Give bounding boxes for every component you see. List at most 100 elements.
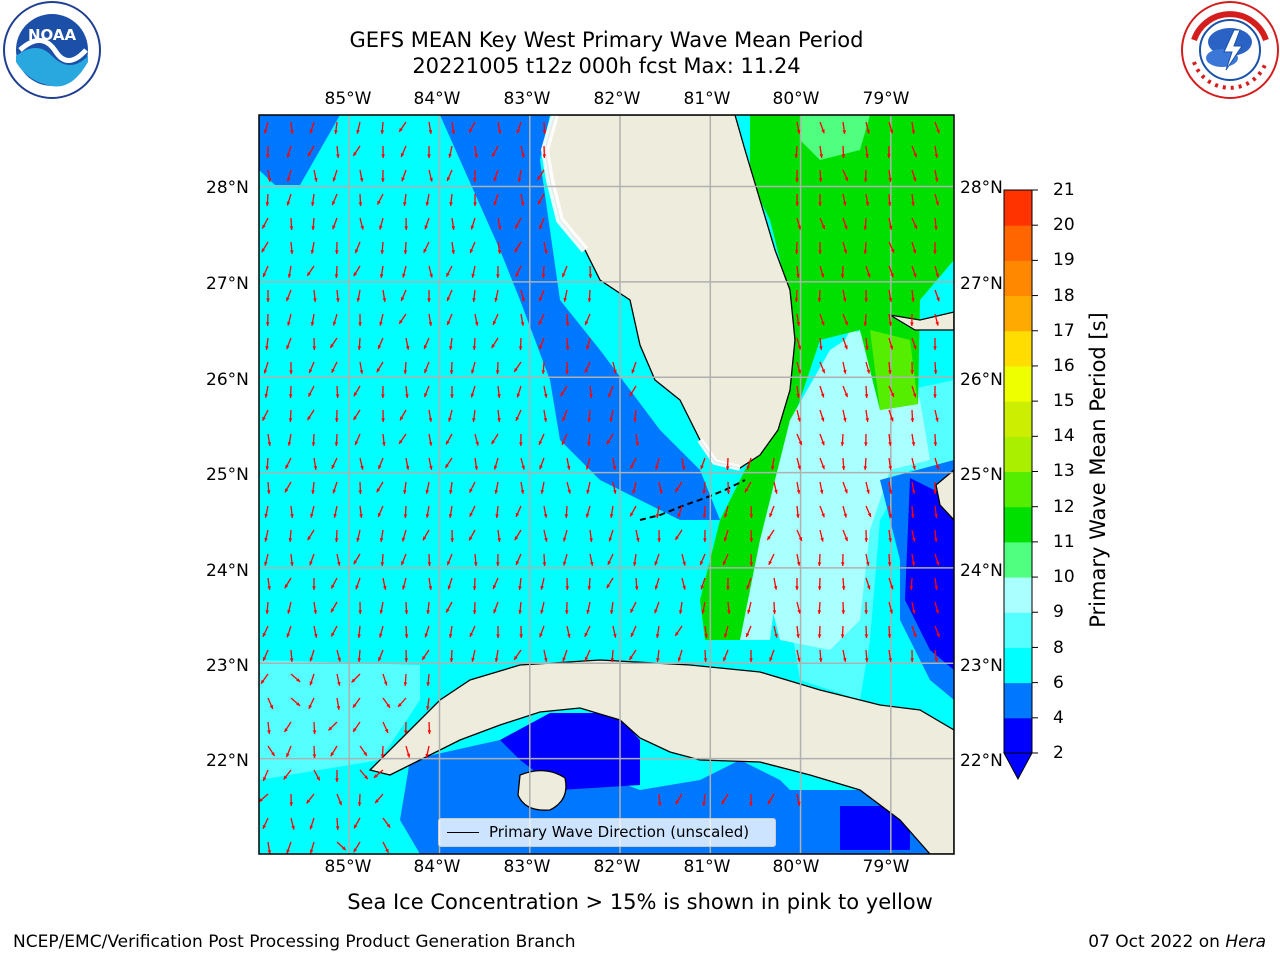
wave-direction-arrowhead [357,346,362,350]
wave-direction-arrowhead [358,202,363,206]
wave-direction-arrowhead [405,465,410,470]
wave-direction-arrowhead [491,440,496,445]
wave-direction-arrowhead [722,561,727,565]
wave-direction-arrowhead [842,297,847,302]
wave-direction-arrowhead [309,129,314,134]
wave-direction-arrowhead [934,538,938,542]
wave-direction-arrowhead [332,489,337,494]
wave-direction-arrowhead [403,730,408,734]
wave-direction-arrowhead [774,633,778,638]
colorbar-segment [1004,506,1032,543]
wave-direction-arrowhead [749,658,753,662]
wave-direction-arrowhead [377,200,381,205]
wave-direction-arrowhead [519,442,523,446]
wave-direction-arrowhead [608,393,612,398]
wave-direction-arrowhead [584,321,589,326]
wave-direction-arrowhead [519,634,523,638]
wave-direction-arrowhead [332,225,336,230]
wave-direction-arrowhead [492,320,497,325]
wave-direction-arrowhead [867,273,871,278]
wave-direction-arrowhead [819,154,824,158]
wave-direction-arrowhead [796,514,800,518]
wave-direction-arrowhead [726,586,730,590]
wave-direction-arrowhead [381,418,385,422]
wave-direction-arrowhead [682,585,686,590]
wave-direction-arrowhead [424,225,428,230]
colorbar [1003,189,1038,781]
wave-direction-arrowhead [723,537,728,542]
wave-direction-arrowhead [840,562,845,566]
wave-direction-arrowhead [654,585,659,590]
wave-direction-arrowhead [311,490,315,494]
wave-direction-arrowhead [911,202,915,206]
wave-direction-arrowhead [677,513,682,518]
wave-direction-arrowhead [821,369,825,374]
wave-direction-arrowhead [271,752,275,757]
wave-direction-arrowhead [584,368,589,373]
wave-direction-arrowhead [284,488,289,493]
wave-direction-arrowhead [338,801,342,806]
wave-direction-arrowhead [313,610,318,614]
wave-direction-arrowhead [494,658,499,662]
wave-direction-arrowhead [724,513,728,518]
wave-direction-arrowhead [471,273,475,278]
wave-direction-arrowhead [447,561,451,566]
wave-direction-arrowhead [469,128,473,133]
wave-direction-arrowhead [588,274,593,278]
wave-direction-arrowhead [284,584,289,589]
wave-direction-arrowhead [290,130,294,134]
wave-direction-arrowhead [888,370,892,374]
wave-direction-arrowhead [913,153,917,158]
wave-direction-arrowhead [312,730,317,734]
lon-label-bottom-80w: 80°W [772,857,820,877]
wave-direction-arrowhead [745,488,749,493]
wave-direction-arrowhead [403,370,408,374]
wave-direction-arrowhead [865,561,870,566]
wave-direction-arrowhead [307,152,312,157]
wave-direction-arrowhead [363,751,367,756]
wave-direction-arrowhead [267,730,271,734]
wave-direction-arrowhead [910,514,915,518]
colorbar-tick-8: 8 [1053,638,1064,658]
wave-direction-arrowhead [332,321,337,326]
wave-direction-arrowhead [356,297,361,302]
wave-direction-arrowhead [913,224,918,229]
wave-direction-arrowhead [796,394,800,398]
wave-direction-arrowhead [307,536,312,541]
wave-direction-arrowhead [471,657,475,662]
wave-direction-arrowhead [657,538,661,542]
wave-direction-arrowhead [589,394,593,398]
wave-direction-arrowhead [491,344,496,349]
field-2-4-shelf [440,115,720,520]
wave-direction-arrowhead [379,609,384,614]
wave-direction-arrowhead [749,802,753,806]
map-legend: Primary Wave Direction (unscaled) [438,818,776,847]
wave-direction-arrowhead [795,202,799,206]
wave-direction-arrowhead [262,416,266,421]
wave-direction-arrowhead [495,514,499,518]
wave-direction-arrowhead [448,417,452,422]
wave-direction-arrowhead [514,536,519,541]
wave-direction-arrowhead [262,657,267,662]
wave-direction-arrowhead [336,706,341,710]
wave-direction-arrowhead [842,130,846,134]
wave-direction-arrowhead [842,201,847,206]
wave-direction-arrowhead [564,610,569,614]
wave-direction-arrowhead [840,442,845,446]
wave-direction-arrowhead [890,248,895,253]
wave-direction-arrowhead [286,297,290,302]
wave-direction-arrowhead [935,273,940,278]
wave-direction-arrowhead [309,657,314,662]
wave-direction-arrowhead [677,657,682,662]
wave-direction-arrowhead [864,610,868,614]
wave-direction-arrowhead [542,130,547,134]
wave-direction-arrowhead [539,225,543,230]
wave-direction-arrowhead [353,151,357,156]
wave-direction-arrowhead [521,153,525,158]
wave-direction-arrowhead [867,512,872,517]
wave-direction-arrowhead [381,154,385,158]
wave-direction-arrowhead [425,489,430,494]
wave-direction-arrowhead [309,849,314,854]
wave-direction-arrowhead [496,274,500,278]
wave-direction-arrowhead [382,298,387,302]
